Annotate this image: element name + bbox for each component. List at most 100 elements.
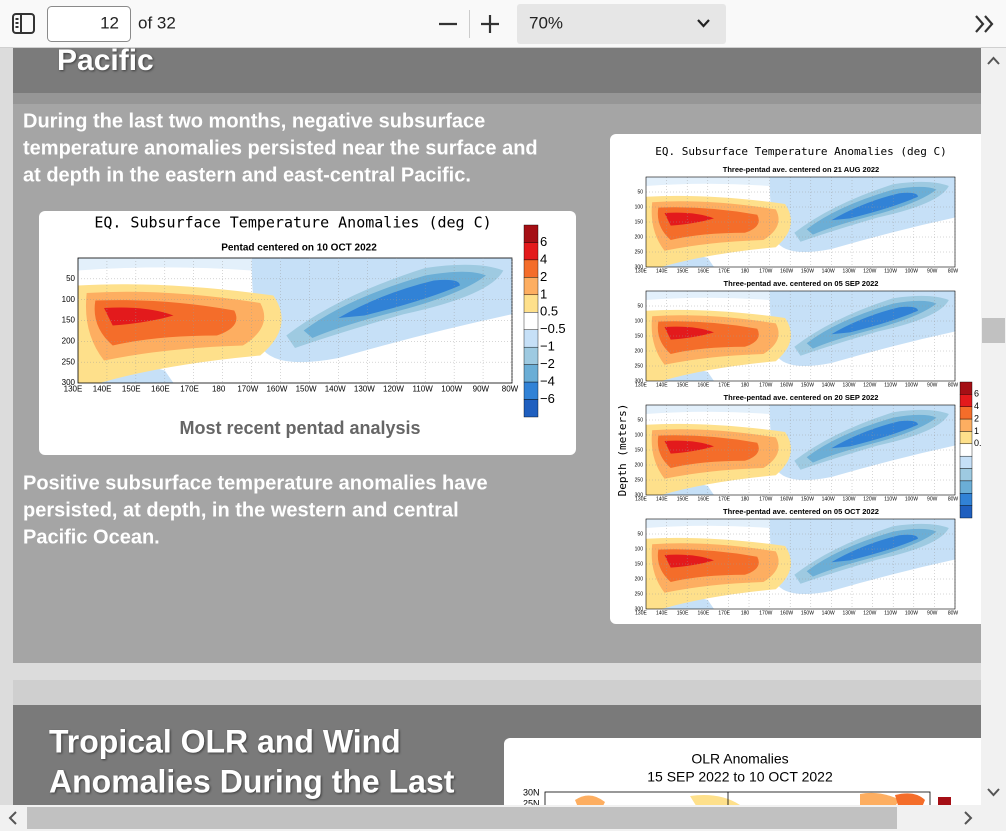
y-tick-label: 200 — [635, 576, 644, 582]
zoom-chevron — [697, 19, 710, 28]
y-tick-label: 200 — [635, 462, 644, 468]
x-tick-label: 150E — [122, 385, 141, 394]
x-tick-label: 130W — [842, 610, 855, 616]
x-tick-label: 100W — [905, 496, 918, 502]
x-tick-label: 160W — [780, 382, 793, 388]
x-tick-label: 130E — [635, 382, 647, 388]
colorbar-label: 2 — [540, 269, 547, 284]
paragraph-line: persisted, at depth, in the western and … — [23, 499, 459, 521]
x-tick-label: 140W — [822, 496, 835, 502]
paragraph: Positive subsurface temperature anomalie… — [23, 472, 488, 548]
slide-title: Tropical OLR and Wind — [49, 723, 401, 759]
panel-subtitle: Three-pentad ave. centered on 20 SEP 202… — [724, 393, 879, 402]
plot-frame — [645, 518, 956, 610]
x-tick-label: 140E — [93, 385, 112, 394]
colorbar-label: 4 — [974, 401, 979, 411]
y-tick-label: 250 — [635, 591, 644, 597]
scroll-right[interactable] — [964, 811, 973, 825]
paragraph-line: During the last two months, negative sub… — [23, 110, 485, 132]
x-tick-label: 120W — [863, 610, 876, 616]
x-tick-label: 180 — [741, 610, 750, 616]
zoom-value: 70% — [529, 13, 563, 32]
slide-header — [13, 48, 981, 93]
figure-subtitle: Pentad centered on 10 OCT 2022 — [221, 243, 377, 254]
y-tick-label: 300 — [635, 378, 644, 384]
x-tick-label: 140W — [822, 268, 835, 274]
colorbar-segment — [959, 468, 973, 482]
colorbar-label: 0.5 — [540, 304, 558, 319]
colorbar-segment — [523, 364, 539, 383]
y-tick-label: 250 — [635, 363, 644, 369]
zoom-in[interactable] — [481, 15, 499, 33]
x-tick-label: 150E — [677, 496, 689, 502]
y-tick-label: 50 — [637, 303, 643, 309]
vertical-scroll-thumb[interactable] — [982, 318, 1005, 343]
sidebar-toggle[interactable] — [12, 13, 35, 34]
colorbar-label: −1 — [540, 339, 555, 354]
x-tick-label: 130E — [635, 496, 647, 502]
y-tick-label: 200 — [62, 336, 76, 345]
colorbar-segment — [959, 431, 973, 445]
figure-title: EQ. Subsurface Temperature Anomalies (de… — [655, 145, 946, 158]
x-tick-label: 80W — [948, 496, 959, 502]
x-tick-label: 130W — [842, 382, 855, 388]
x-tick-label: 150E — [677, 382, 689, 388]
y-tick-label: 30N — [523, 787, 540, 797]
zoom-select[interactable] — [517, 4, 726, 44]
y-tick-label: 100 — [635, 546, 644, 552]
paragraph: During the last two months, negative sub… — [23, 110, 538, 186]
x-tick-label: 180 — [741, 496, 750, 502]
panel-subtitle: Three-pentad ave. centered on 05 OCT 202… — [723, 507, 879, 516]
colorbar-label: −6 — [540, 391, 555, 406]
x-tick-label: 180 — [212, 385, 226, 394]
colorbar-segment — [523, 312, 539, 330]
y-tick-label: 300 — [635, 606, 644, 612]
x-tick-label: 100W — [441, 385, 462, 394]
x-tick-label: 150W — [296, 385, 317, 394]
x-tick-label: 100W — [905, 268, 918, 274]
horizontal-scroll-thumb[interactable] — [27, 807, 897, 829]
colorbar-segment — [959, 406, 973, 420]
scroll-up[interactable] — [987, 56, 1000, 65]
x-tick-label: 90W — [927, 496, 938, 502]
scroll-left[interactable] — [8, 811, 17, 825]
x-tick-label: 120W — [863, 268, 876, 274]
x-tick-label: 120W — [863, 496, 876, 502]
x-tick-label: 120W — [863, 382, 876, 388]
x-tick-label: 160W — [780, 610, 793, 616]
more-tools[interactable] — [975, 15, 994, 33]
slide-top-band — [13, 680, 981, 705]
y-tick-label: 300 — [635, 492, 644, 498]
y-tick-label: 150 — [635, 333, 644, 339]
x-tick-label: 150W — [801, 610, 814, 616]
y-tick-label: 250 — [62, 357, 76, 366]
x-tick-label: 170E — [718, 496, 730, 502]
x-tick-label: 170W — [237, 385, 258, 394]
colorbar-segment — [523, 329, 539, 348]
colorbar-segment — [523, 224, 539, 243]
figure-title: EQ. Subsurface Temperature Anomalies (de… — [94, 214, 491, 232]
y-tick-label: 200 — [635, 234, 644, 240]
y-tick-label: 150 — [635, 561, 644, 567]
x-tick-label: 140E — [656, 610, 668, 616]
x-tick-label: 130W — [354, 385, 375, 394]
colorbar-segment — [959, 443, 973, 457]
page-count: of 32 — [138, 13, 176, 32]
colorbar-label: 2 — [974, 413, 979, 423]
x-tick-label: 110W — [884, 382, 897, 388]
x-tick-label: 180 — [741, 382, 750, 388]
x-tick-label: 160W — [780, 496, 793, 502]
panel-subtitle: Three-pentad ave. centered on 05 SEP 202… — [724, 279, 879, 288]
figure-title: OLR Anomalies — [691, 751, 788, 767]
x-tick-label: 90W — [927, 268, 938, 274]
x-tick-label: 150E — [677, 610, 689, 616]
page-number-input[interactable] — [47, 6, 131, 42]
slide-header-band — [13, 93, 981, 104]
vertical-scrollbar[interactable] — [981, 48, 1006, 805]
x-tick-label: 100W — [905, 382, 918, 388]
colorbar-segment — [959, 394, 973, 407]
y-tick-label: 25N — [523, 798, 540, 808]
colorbar-segment — [959, 505, 973, 519]
scroll-down[interactable] — [987, 788, 1000, 797]
